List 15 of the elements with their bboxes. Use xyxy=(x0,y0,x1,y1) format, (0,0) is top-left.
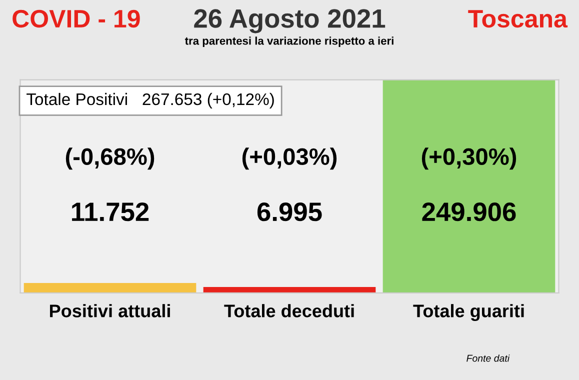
chart-subtitle: tra parentesi la variazione rispetto a ieri xyxy=(184,36,394,47)
data-label: 6.995 xyxy=(257,202,322,222)
annotation: (+0,30%) xyxy=(422,148,516,170)
x-tick-label: Totale deceduti xyxy=(224,304,354,318)
text: Toscana xyxy=(468,10,568,28)
chart-title: 26 Agosto 2021 xyxy=(194,9,386,34)
annotation: Totale Positivi 267.653 (+0,12%) xyxy=(26,92,274,108)
text: COVID - 19 xyxy=(12,10,140,28)
source-note: Fonte dati xyxy=(466,354,510,362)
annotation: (+0,03%) xyxy=(242,148,337,170)
x-tick-label: Positivi attuali xyxy=(50,304,170,318)
data-label: 11.752 xyxy=(72,202,149,222)
x-tick-label: Totale guariti xyxy=(413,304,524,321)
data-label: 249.906 xyxy=(422,202,516,222)
annotation: (-0,68%) xyxy=(66,148,154,170)
